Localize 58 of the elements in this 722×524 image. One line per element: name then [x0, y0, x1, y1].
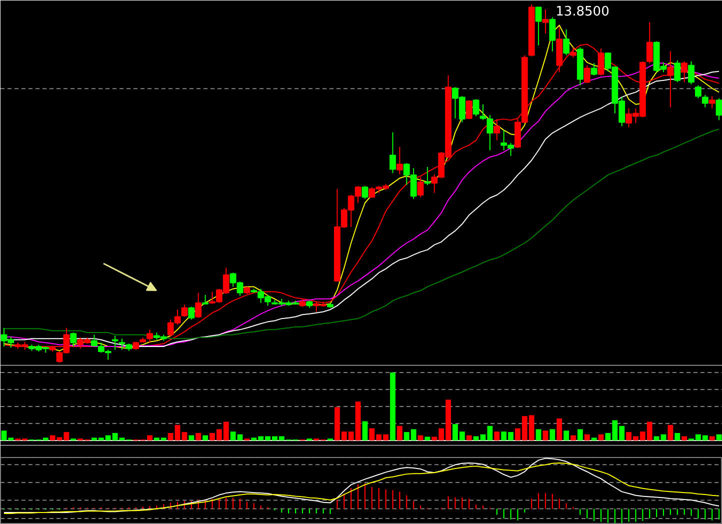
bar — [182, 432, 188, 440]
bar — [598, 434, 604, 440]
candlestick — [570, 46, 576, 58]
bar — [556, 418, 562, 440]
candlestick — [702, 94, 708, 108]
candlestick — [716, 98, 722, 121]
candlestick — [667, 50, 674, 108]
bar — [716, 434, 722, 440]
candlestick — [70, 332, 77, 348]
bar — [536, 429, 542, 440]
bar — [466, 435, 472, 440]
candlestick — [598, 48, 604, 76]
bar — [396, 426, 402, 440]
bar — [591, 438, 597, 440]
candlestick — [694, 84, 702, 99]
candlestick — [681, 60, 688, 83]
candlestick — [494, 118, 500, 141]
bar — [674, 432, 680, 440]
candlestick — [188, 306, 195, 320]
bar — [188, 435, 194, 440]
bar — [564, 430, 570, 440]
bar — [542, 430, 548, 440]
candlestick — [390, 132, 396, 174]
candlestick — [590, 62, 598, 76]
candlestick — [674, 60, 681, 83]
candlestick — [181, 304, 188, 318]
bar — [390, 372, 396, 440]
candlestick — [535, 6, 542, 46]
bar — [494, 432, 500, 440]
bar — [424, 436, 430, 440]
bar — [682, 436, 688, 440]
candlestick — [549, 16, 556, 52]
candlestick — [417, 176, 424, 198]
annotation: 13.8500 — [556, 4, 610, 20]
bar — [577, 429, 583, 440]
candlestick — [688, 60, 694, 85]
candlestick — [708, 96, 716, 109]
bar — [362, 421, 368, 440]
candlestick — [424, 166, 431, 186]
candlestick — [472, 98, 480, 117]
bar — [709, 436, 715, 440]
candlestick — [584, 64, 590, 84]
candlestick — [362, 186, 368, 200]
candlestick — [563, 29, 570, 56]
candlestick — [112, 335, 118, 350]
candlestick — [118, 338, 126, 350]
bar — [668, 424, 674, 440]
candlestick — [396, 146, 403, 175]
candlestick — [146, 329, 153, 344]
bar — [550, 429, 556, 440]
bar — [202, 435, 208, 440]
candlestick — [195, 292, 202, 318]
candlestick — [466, 100, 472, 120]
candlestick — [646, 22, 653, 64]
candlestick — [542, 8, 549, 34]
bar — [196, 432, 202, 440]
bar — [570, 435, 576, 440]
bar — [584, 434, 590, 440]
